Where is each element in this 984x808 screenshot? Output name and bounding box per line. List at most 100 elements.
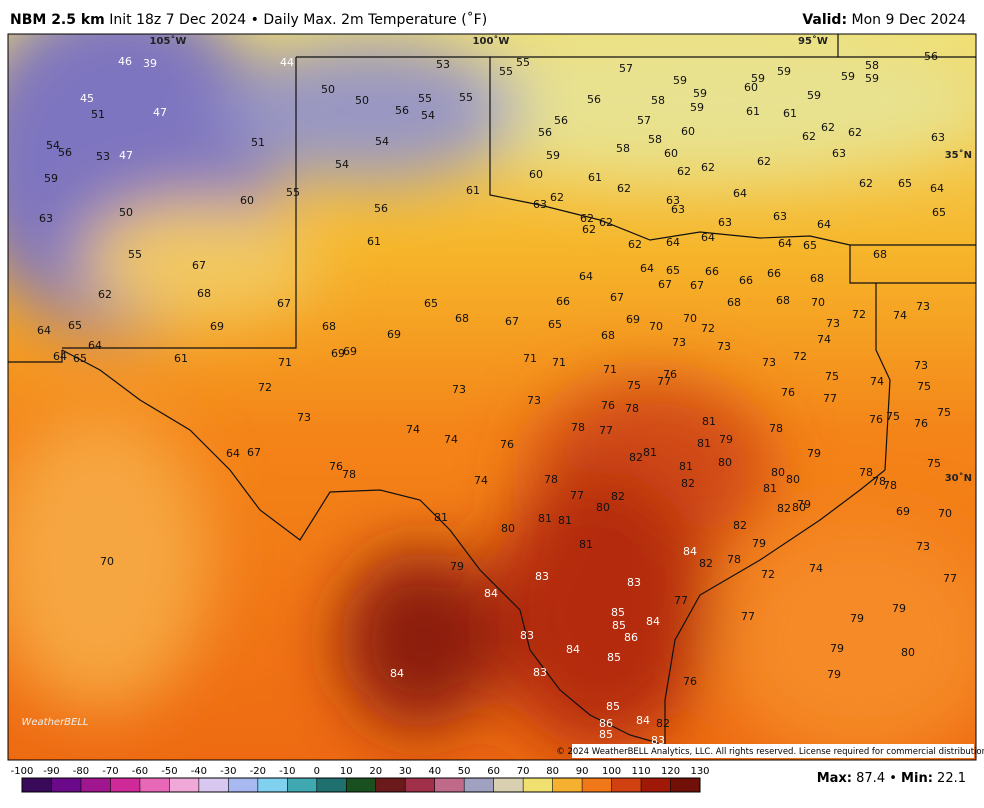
temperature-label: 83 (651, 734, 665, 747)
temperature-label: 45 (80, 92, 94, 105)
colorbar-segment (139, 778, 170, 792)
temperature-label: 58 (865, 59, 879, 72)
temperature-label: 82 (681, 477, 695, 490)
temperature-label: 59 (807, 89, 821, 102)
temperature-label: 78 (872, 475, 886, 488)
temperature-label: 76 (914, 417, 928, 430)
temperature-label: 62 (599, 216, 613, 229)
temperature-label: 55 (128, 248, 142, 261)
temperature-label: 74 (444, 433, 458, 446)
temperature-label: 79 (450, 560, 464, 573)
temperature-label: 59 (865, 72, 879, 85)
temperature-label: 77 (657, 375, 671, 388)
temperature-label: 63 (718, 216, 732, 229)
temperature-label: 71 (603, 363, 617, 376)
temperature-label: 81 (538, 512, 552, 525)
grid-label: 30˚N (945, 472, 972, 484)
colorbar-label: -100 (11, 766, 34, 777)
temperature-label: 59 (673, 74, 687, 87)
temperature-label: 80 (901, 646, 915, 659)
temperature-label: 77 (674, 594, 688, 607)
temperature-label: 59 (777, 65, 791, 78)
temperature-label: 62 (582, 223, 596, 236)
temperature-label: 68 (197, 287, 211, 300)
temperature-label: 57 (637, 114, 651, 127)
temperature-label: 79 (827, 668, 841, 681)
temperature-label: 81 (763, 482, 777, 495)
temperature-label: 72 (793, 350, 807, 363)
temperature-label: 53 (96, 150, 110, 163)
temperature-label: 80 (596, 501, 610, 514)
temperature-label: 64 (53, 350, 67, 363)
temperature-label: 85 (606, 700, 620, 713)
grid-label: 105˚W (150, 35, 187, 47)
temperature-label: 60 (529, 168, 543, 181)
temperature-label: 78 (883, 479, 897, 492)
temperature-label: 55 (286, 186, 300, 199)
temperature-label: 56 (395, 104, 409, 117)
temperature-label: 67 (247, 446, 261, 459)
temperature-label: 78 (769, 422, 783, 435)
temperature-label: 64 (930, 182, 944, 195)
temperature-label: 65 (68, 319, 82, 332)
temperature-label: 50 (119, 206, 133, 219)
colorbar-segment (198, 778, 229, 792)
temperature-label: 64 (579, 270, 593, 283)
colorbar-segment (641, 778, 671, 792)
borders (8, 34, 976, 746)
temperature-label: 76 (683, 675, 697, 688)
temperature-label: 68 (455, 312, 469, 325)
temperature-label: 68 (776, 294, 790, 307)
temperature-label: 74 (870, 375, 884, 388)
temperature-label: 85 (607, 651, 621, 664)
temperature-label: 82 (629, 451, 643, 464)
temperature-label: 63 (931, 131, 945, 144)
temperature-label: 51 (91, 108, 105, 121)
temperature-label: 72 (258, 381, 272, 394)
temperature-label: 62 (821, 121, 835, 134)
temperature-label: 71 (523, 352, 537, 365)
max-label: Max: (816, 771, 852, 786)
temperature-label: 72 (701, 322, 715, 335)
temperature-label: 61 (783, 107, 797, 120)
header: NBM 2.5 km Init 18z 7 Dec 2024 • Daily M… (0, 0, 984, 34)
temperature-label: 62 (802, 130, 816, 143)
colorbar-label: -40 (191, 766, 207, 777)
temperature-label: 62 (580, 212, 594, 225)
temperature-label: 74 (809, 562, 823, 575)
temperature-label: 64 (666, 236, 680, 249)
temperature-label: 62 (848, 126, 862, 139)
temperature-label: 63 (533, 198, 547, 211)
temperature-label: 86 (624, 631, 638, 644)
temperature-label: 84 (636, 714, 650, 727)
temperature-label: 61 (746, 105, 760, 118)
colorbar-segment (493, 778, 524, 792)
temperature-label: 73 (826, 317, 840, 330)
temperature-label: 64 (817, 218, 831, 231)
temperature-label: 81 (702, 415, 716, 428)
temperature-label: 63 (832, 147, 846, 160)
temperature-label: 76 (500, 438, 514, 451)
temperature-label: 76 (663, 368, 677, 381)
temperature-label: 73 (914, 359, 928, 372)
temperature-label: 67 (610, 291, 624, 304)
colorbar-label: -70 (102, 766, 118, 777)
temperature-label: 77 (570, 489, 584, 502)
temperature-label: 79 (719, 433, 733, 446)
temperature-label: 77 (599, 424, 613, 437)
temperature-label: 70 (811, 296, 825, 309)
temperature-label: 80 (792, 501, 806, 514)
temperature-label: 58 (648, 133, 662, 146)
temperature-label: 55 (499, 65, 513, 78)
colorbar-label: -30 (220, 766, 236, 777)
copyright: © 2024 WeatherBELL Analytics, LLC. All r… (556, 747, 984, 757)
temperature-label: 65 (548, 318, 562, 331)
temperature-label: 68 (601, 329, 615, 342)
temperature-label: 69 (626, 313, 640, 326)
temperature-label: 62 (617, 182, 631, 195)
temperature-label: 64 (701, 231, 715, 244)
colorbar-segment (51, 778, 81, 792)
